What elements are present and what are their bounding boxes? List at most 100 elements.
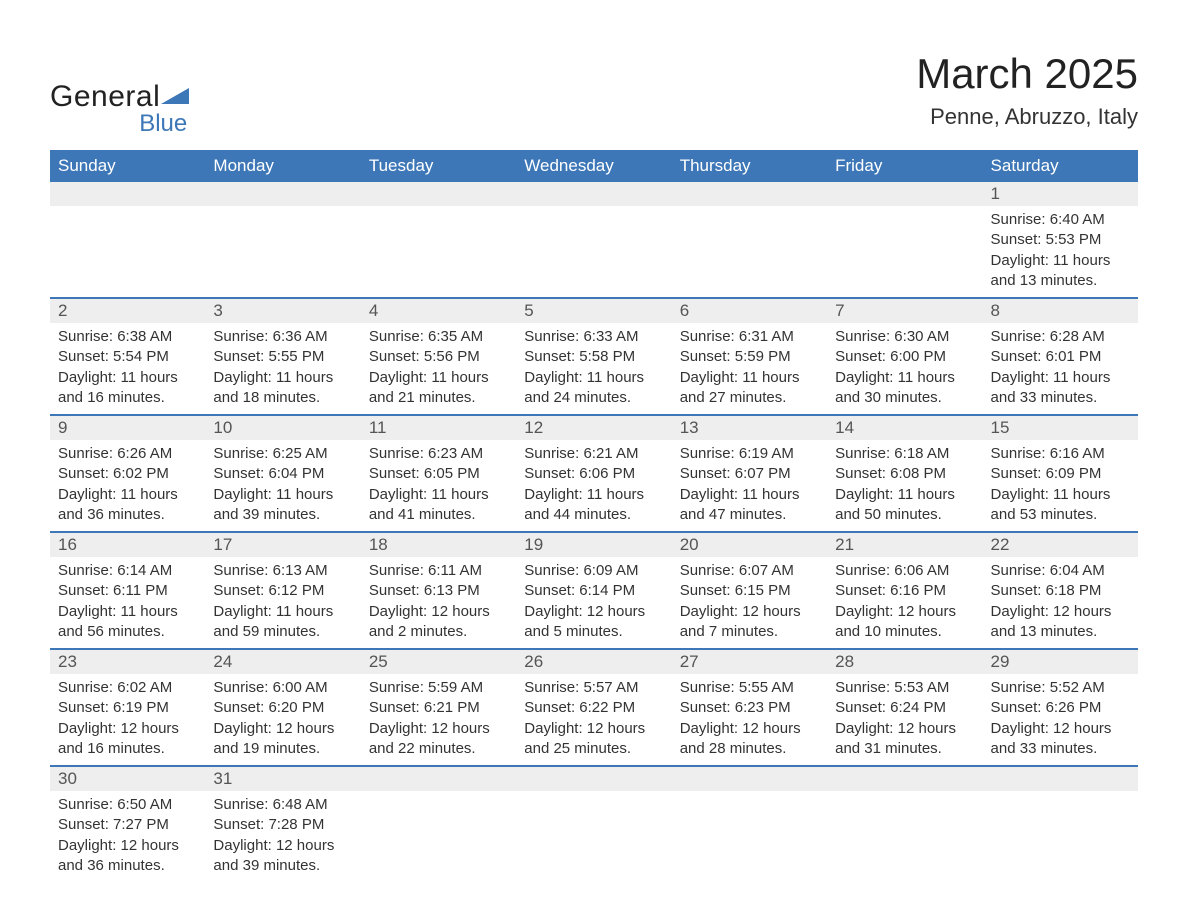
day-info: Sunrise: 5:52 AMSunset: 6:26 PMDaylight:…	[983, 674, 1138, 765]
week-daynum-row: 1	[50, 182, 1138, 206]
sunset-line: Sunset: 5:56 PM	[369, 348, 480, 365]
week-daynum-row: 2345678	[50, 298, 1138, 323]
day-number: 9	[50, 416, 205, 440]
day-cell-info	[983, 791, 1138, 882]
day-cell-info	[516, 206, 671, 298]
day-info: Sunrise: 6:09 AMSunset: 6:14 PMDaylight:…	[516, 557, 671, 648]
sunrise-line: Sunrise: 6:40 AM	[991, 211, 1105, 228]
day-cell-number: 23	[50, 649, 205, 674]
day-cell-number: 20	[672, 532, 827, 557]
day-cell-info: Sunrise: 6:02 AMSunset: 6:19 PMDaylight:…	[50, 674, 205, 766]
sunset-line: Sunset: 6:11 PM	[58, 582, 168, 599]
day-number: 16	[50, 533, 205, 557]
day-info: Sunrise: 5:59 AMSunset: 6:21 PMDaylight:…	[361, 674, 516, 765]
daylight-line: Daylight: 11 hours and 33 minutes.	[991, 369, 1111, 406]
sunrise-line: Sunrise: 6:02 AM	[58, 679, 172, 696]
day-info: Sunrise: 6:26 AMSunset: 6:02 PMDaylight:…	[50, 440, 205, 531]
sunset-line: Sunset: 6:20 PM	[213, 699, 324, 716]
day-cell-info: Sunrise: 6:06 AMSunset: 6:16 PMDaylight:…	[827, 557, 982, 649]
day-cell-number: 25	[361, 649, 516, 674]
day-number: 29	[983, 650, 1138, 674]
day-cell-info	[205, 206, 360, 298]
sunrise-line: Sunrise: 5:57 AM	[524, 679, 638, 696]
daylight-line: Daylight: 12 hours and 25 minutes.	[524, 720, 645, 757]
day-number: 15	[983, 416, 1138, 440]
header-block: General Blue March 2025 Penne, Abruzzo, …	[50, 50, 1138, 138]
day-cell-info: Sunrise: 6:31 AMSunset: 5:59 PMDaylight:…	[672, 323, 827, 415]
sunrise-line: Sunrise: 5:55 AM	[680, 679, 794, 696]
sunset-line: Sunset: 5:55 PM	[213, 348, 324, 365]
sunset-line: Sunset: 6:21 PM	[369, 699, 480, 716]
day-cell-info	[50, 206, 205, 298]
daylight-line: Daylight: 11 hours and 13 minutes.	[991, 252, 1111, 289]
day-info: Sunrise: 6:04 AMSunset: 6:18 PMDaylight:…	[983, 557, 1138, 648]
day-cell-info: Sunrise: 5:53 AMSunset: 6:24 PMDaylight:…	[827, 674, 982, 766]
day-info	[50, 206, 205, 288]
day-cell-number	[983, 766, 1138, 791]
day-info: Sunrise: 6:19 AMSunset: 6:07 PMDaylight:…	[672, 440, 827, 531]
day-header: Thursday	[672, 150, 827, 182]
daylight-line: Daylight: 12 hours and 7 minutes.	[680, 603, 801, 640]
day-header: Sunday	[50, 150, 205, 182]
day-number: 8	[983, 299, 1138, 323]
day-number: 24	[205, 650, 360, 674]
day-info: Sunrise: 6:35 AMSunset: 5:56 PMDaylight:…	[361, 323, 516, 414]
daylight-line: Daylight: 12 hours and 5 minutes.	[524, 603, 645, 640]
daylight-line: Daylight: 11 hours and 36 minutes.	[58, 486, 178, 523]
day-number: 25	[361, 650, 516, 674]
day-cell-info: Sunrise: 6:33 AMSunset: 5:58 PMDaylight:…	[516, 323, 671, 415]
day-number	[361, 182, 516, 206]
day-info	[672, 206, 827, 288]
day-cell-number: 24	[205, 649, 360, 674]
day-info: Sunrise: 6:28 AMSunset: 6:01 PMDaylight:…	[983, 323, 1138, 414]
day-info: Sunrise: 5:53 AMSunset: 6:24 PMDaylight:…	[827, 674, 982, 765]
day-info	[205, 206, 360, 288]
daylight-line: Daylight: 12 hours and 16 minutes.	[58, 720, 179, 757]
sunset-line: Sunset: 6:12 PM	[213, 582, 324, 599]
day-number: 12	[516, 416, 671, 440]
daylight-line: Daylight: 11 hours and 56 minutes.	[58, 603, 178, 640]
day-header: Tuesday	[361, 150, 516, 182]
week-info-row: Sunrise: 6:14 AMSunset: 6:11 PMDaylight:…	[50, 557, 1138, 649]
sunrise-line: Sunrise: 5:52 AM	[991, 679, 1105, 696]
day-cell-info: Sunrise: 6:00 AM Sunset: 6:20 PM Daylight:…	[205, 674, 360, 766]
week-daynum-row: 16171819202122	[50, 532, 1138, 557]
day-cell-info: Sunrise: 6:50 AMSunset: 7:27 PMDaylight:…	[50, 791, 205, 882]
day-cell-number	[50, 182, 205, 206]
sunrise-line: Sunrise: 6:00 AM	[213, 679, 327, 696]
week-daynum-row: 23242526272829	[50, 649, 1138, 674]
day-cell-info	[516, 791, 671, 882]
daylight-line: Daylight: 12 hours and 36 minutes.	[58, 837, 179, 874]
page-title: March 2025	[916, 50, 1138, 98]
day-cell-number: 7	[827, 298, 982, 323]
day-info: Sunrise: 6:00 AM Sunset: 6:20 PM Daylight:…	[205, 674, 360, 765]
sunrise-line: Sunrise: 6:31 AM	[680, 328, 794, 345]
daylight-line: Daylight: 11 hours and 30 minutes.	[835, 369, 955, 406]
day-info: Sunrise: 6:40 AMSunset: 5:53 PMDaylight:…	[983, 206, 1138, 297]
sunrise-line: Sunrise: 6:26 AM	[58, 445, 172, 462]
day-cell-info: Sunrise: 6:23 AMSunset: 6:05 PMDaylight:…	[361, 440, 516, 532]
day-header: Saturday	[983, 150, 1138, 182]
sunrise-line: Sunrise: 6:06 AM	[835, 562, 949, 579]
day-info: Sunrise: 5:55 AMSunset: 6:23 PMDaylight:…	[672, 674, 827, 765]
day-cell-number: 29	[983, 649, 1138, 674]
day-cell-number: 12	[516, 415, 671, 440]
day-number: 23	[50, 650, 205, 674]
day-cell-number: 4	[361, 298, 516, 323]
daylight-line: Daylight: 11 hours and 53 minutes.	[991, 486, 1111, 523]
day-cell-number: 8	[983, 298, 1138, 323]
day-info: Sunrise: 5:57 AMSunset: 6:22 PMDaylight:…	[516, 674, 671, 765]
day-cell-info: Sunrise: 6:40 AMSunset: 5:53 PMDaylight:…	[983, 206, 1138, 298]
day-number: 11	[361, 416, 516, 440]
day-info: Sunrise: 6:14 AMSunset: 6:11 PMDaylight:…	[50, 557, 205, 648]
day-cell-info: Sunrise: 6:38 AMSunset: 5:54 PMDaylight:…	[50, 323, 205, 415]
day-cell-info: Sunrise: 6:19 AMSunset: 6:07 PMDaylight:…	[672, 440, 827, 532]
daylight-line: Daylight: 11 hours and 21 minutes.	[369, 369, 489, 406]
daylight-line: Daylight: 12 hours and 19 minutes.	[213, 720, 334, 757]
day-number	[672, 182, 827, 206]
day-cell-info: Sunrise: 6:16 AMSunset: 6:09 PMDaylight:…	[983, 440, 1138, 532]
daylight-line: Daylight: 11 hours and 24 minutes.	[524, 369, 644, 406]
week-info-row: Sunrise: 6:50 AMSunset: 7:27 PMDaylight:…	[50, 791, 1138, 882]
title-block: March 2025 Penne, Abruzzo, Italy	[916, 50, 1138, 130]
day-cell-number: 30	[50, 766, 205, 791]
